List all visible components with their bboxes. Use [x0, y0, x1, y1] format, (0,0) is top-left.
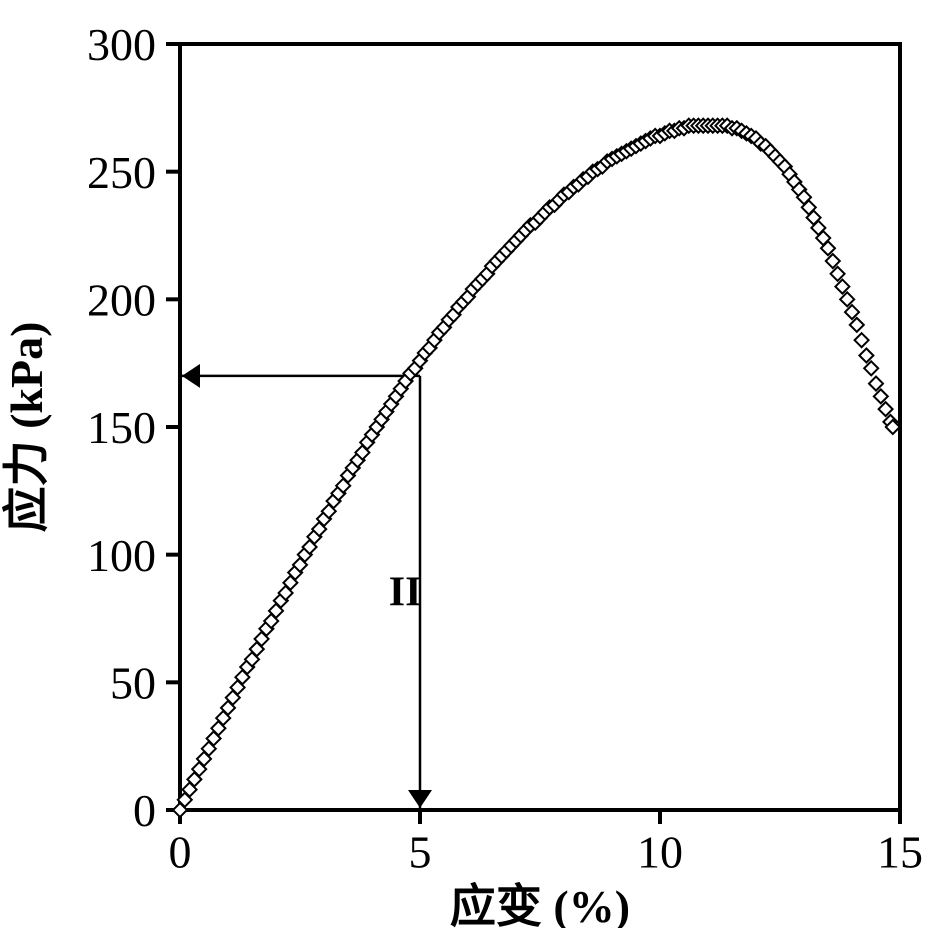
y-tick-label: 50 — [110, 657, 156, 708]
x-tick-label: 0 — [169, 827, 192, 878]
x-tick-label: 5 — [409, 827, 432, 878]
x-tick-label: 10 — [637, 827, 683, 878]
stress-strain-chart: 051015050100150200250300应变 (%)应力 (kPa)II — [0, 0, 950, 928]
y-tick-label: 0 — [133, 785, 156, 836]
y-axis-label: 应力 (kPa) — [1, 322, 52, 533]
annotation-label: II — [389, 570, 422, 616]
y-tick-label: 250 — [87, 147, 156, 198]
y-tick-label: 100 — [87, 530, 156, 581]
x-tick-label: 15 — [877, 827, 923, 878]
y-tick-label: 150 — [87, 402, 156, 453]
x-axis-label: 应变 (%) — [450, 881, 630, 928]
y-tick-label: 300 — [87, 19, 156, 70]
y-tick-label: 200 — [87, 274, 156, 325]
